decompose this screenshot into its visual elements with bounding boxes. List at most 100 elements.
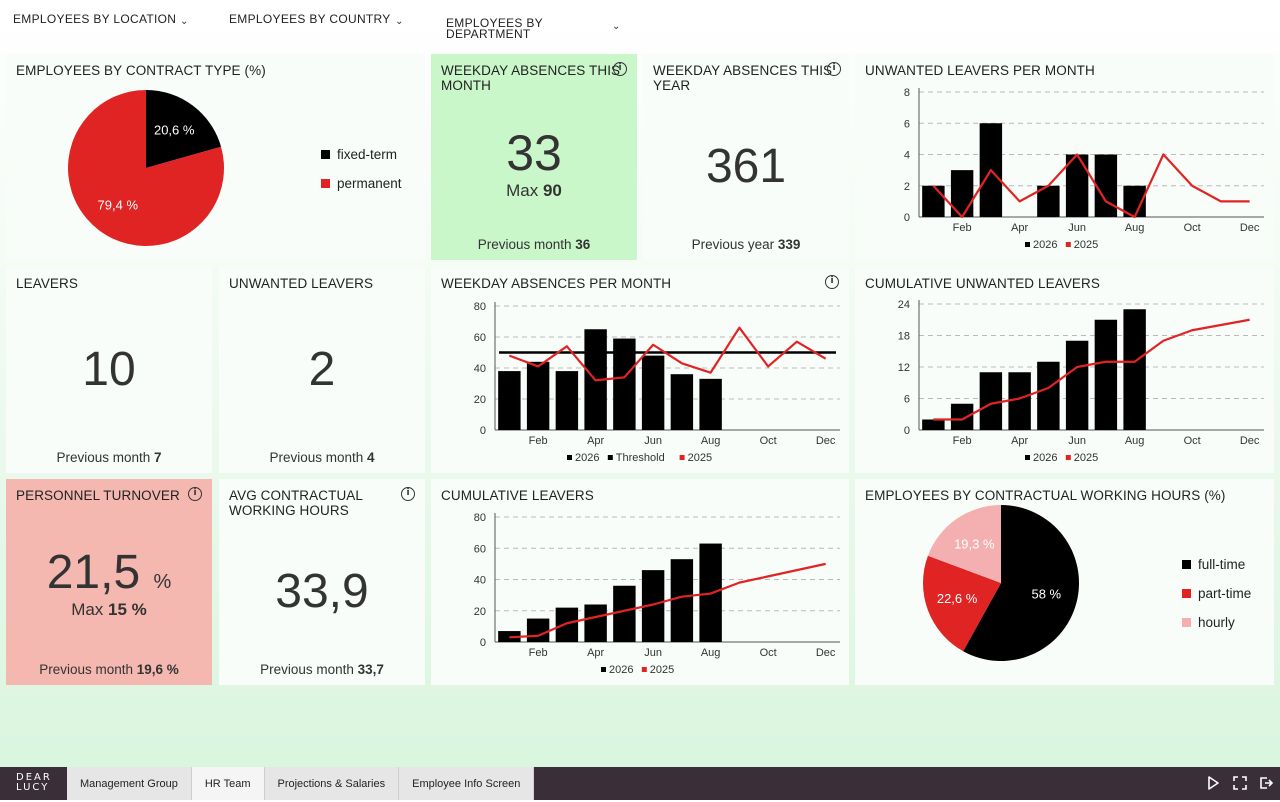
kpi-value: 33,9 xyxy=(275,565,369,618)
logo-line1: DEAR xyxy=(16,772,52,783)
info-icon[interactable]: i xyxy=(401,487,415,501)
legend-swatch xyxy=(641,667,647,672)
bar-2026-May xyxy=(1037,185,1060,217)
kpi-previous: Previous month 7 xyxy=(6,450,212,465)
legend-swatch xyxy=(1182,559,1191,569)
card-title: WEEKDAY ABSENCES THIS YEAR xyxy=(653,63,832,93)
filter-employees-by-country[interactable]: EMPLOYEES BY COUNTRY ⌄ xyxy=(229,12,403,27)
x-tick-label: Aug xyxy=(1125,435,1145,447)
previous-label: Previous year xyxy=(691,237,775,252)
tab-hr-team[interactable]: HR Team xyxy=(191,767,265,800)
x-tick-label: Feb xyxy=(529,435,548,447)
pie-slice-hourly xyxy=(927,505,1001,583)
bottom-bar: DEAR LUCY Management Group HR Team Proje… xyxy=(0,767,1280,800)
y-tick-label: 60 xyxy=(474,543,486,555)
bar-2026-Jan xyxy=(922,185,945,217)
bar-2026-Jan xyxy=(498,371,521,430)
legend-swatch xyxy=(321,178,330,188)
bar-2026-Aug xyxy=(699,378,722,430)
y-tick-label: 12 xyxy=(898,362,910,374)
filter-label-line2: DEPARTMENT xyxy=(446,27,531,41)
bar-2026-Jul xyxy=(1094,154,1118,217)
pie-slice-permanent xyxy=(68,90,225,246)
legend-label-2025: 2025 xyxy=(688,452,712,464)
dear-lucy-logo: DEAR LUCY xyxy=(16,773,52,793)
card-title: CUMULATIVE UNWANTED LEAVERS xyxy=(865,276,1100,291)
info-icon[interactable]: i xyxy=(827,62,841,76)
previous-label: Previous month xyxy=(477,237,572,252)
card-employees-by-working-hours: EMPLOYEES BY CONTRACTUAL WORKING HOURS (… xyxy=(855,479,1274,685)
kpi-unit: % xyxy=(153,571,172,593)
y-tick-label: 2 xyxy=(904,181,910,193)
legend-item-part-time: part-time xyxy=(1182,586,1251,601)
bar-2026-Apr xyxy=(1008,372,1031,430)
kpi-value: 361 xyxy=(705,140,787,193)
card-title-line1: AVG CONTRACTUAL xyxy=(229,488,364,503)
bar-2026-Feb xyxy=(950,170,974,217)
bar-2026-Feb xyxy=(526,361,550,430)
card-cumulative-unwanted-leavers: CUMULATIVE UNWANTED LEAVERS 0 6 12 18 24 Feb A… xyxy=(855,267,1274,473)
pie-slice-fixed-term xyxy=(146,90,222,168)
legend-item-hourly: hourly xyxy=(1182,615,1235,630)
filter-label: EMPLOYEES BY COUNTRY xyxy=(229,12,391,26)
kpi-max-label: Max xyxy=(71,600,104,619)
bar-2026-May xyxy=(1037,361,1060,430)
y-tick-label: 20 xyxy=(474,606,486,618)
x-tick-label: Dec xyxy=(816,435,836,447)
chevron-down-icon: ⌄ xyxy=(180,16,189,27)
x-tick-label: Dec xyxy=(1240,222,1260,234)
legend-swatch xyxy=(1182,617,1191,627)
y-tick-label: 18 xyxy=(898,331,910,343)
card-title-line1: WEEKDAY ABSENCES THIS xyxy=(441,63,621,78)
bar-2026-May xyxy=(613,338,636,430)
card-title: PERSONNEL TURNOVER xyxy=(16,488,180,503)
legend-label-2026: 2026 xyxy=(609,664,633,676)
y-tick-label: 6 xyxy=(904,118,910,130)
kpi-max: Max 90 xyxy=(431,181,637,201)
dashboard-tabs: Management Group HR Team Projections & S… xyxy=(67,767,535,800)
y-tick-label: 40 xyxy=(474,575,486,587)
legend-item-full-time: full-time xyxy=(1182,557,1245,572)
line-series-2025 xyxy=(932,153,1250,219)
bar-2026-Jun xyxy=(1065,340,1089,430)
kpi-max-value: 15 % xyxy=(108,600,147,619)
info-icon[interactable]: i xyxy=(613,62,627,76)
x-tick-label: Dec xyxy=(816,647,836,659)
kpi-value: 33 xyxy=(506,125,562,181)
bar-2026-Jun xyxy=(1065,154,1089,217)
tab-employee-info-screen[interactable]: Employee Info Screen xyxy=(399,767,535,800)
play-icon[interactable] xyxy=(1205,775,1221,791)
info-icon[interactable]: i xyxy=(825,275,839,289)
previous-value: 36 xyxy=(575,237,591,252)
filter-employees-by-department[interactable]: EMPLOYEES BY DEPARTMENT ⌄ xyxy=(446,17,620,41)
x-tick-label: Aug xyxy=(701,435,721,447)
card-weekday-absences-this-month: WEEKDAY ABSENCES THIS MONTH i 33 Max 90 … xyxy=(431,54,637,260)
tab-management-group[interactable]: Management Group xyxy=(67,767,192,800)
kpi-previous: Previous month 36 xyxy=(431,237,637,252)
x-tick-label: Jun xyxy=(1068,222,1086,234)
info-icon[interactable]: i xyxy=(188,487,202,501)
x-tick-label: Feb xyxy=(953,222,972,234)
contract-type-pie: 20,6 % 79,4 % xyxy=(68,90,225,246)
x-tick-label: Apr xyxy=(587,647,604,659)
card-title: AVG CONTRACTUAL WORKING HOURS xyxy=(229,488,363,518)
card-unwanted-leavers-per-month: UNWANTED LEAVERS PER MONTH 0 2 4 6 8 Feb Apr Ju… xyxy=(855,54,1274,260)
legend-swatch xyxy=(567,455,572,460)
pie-slice-part-time xyxy=(923,555,1001,652)
exit-icon[interactable] xyxy=(1258,775,1274,791)
legend-item-permanent: permanent xyxy=(321,176,402,191)
filter-employees-by-location[interactable]: EMPLOYEES BY LOCATION ⌄ xyxy=(13,13,188,27)
bar-2026-Aug xyxy=(1123,185,1146,217)
card-leavers: LEAVERS 10 Previous month 7 xyxy=(6,267,212,473)
y-tick-label: 60 xyxy=(474,332,486,344)
working-hours-pie: 58 % 22,6 % 19,3 % xyxy=(923,505,1079,661)
legend-swatch xyxy=(1065,242,1071,247)
legend-swatch xyxy=(679,455,685,460)
filter-bar: EMPLOYEES BY LOCATION ⌄ EMPLOYEES BY COU… xyxy=(0,0,1280,48)
y-tick-label: 80 xyxy=(474,512,486,524)
previous-value: 339 xyxy=(777,237,801,252)
card-title: LEAVERS xyxy=(16,276,78,291)
tab-projections-salaries[interactable]: Projections & Salaries xyxy=(264,767,400,800)
fullscreen-icon[interactable] xyxy=(1232,775,1248,791)
bar-2026-Apr xyxy=(584,604,607,642)
